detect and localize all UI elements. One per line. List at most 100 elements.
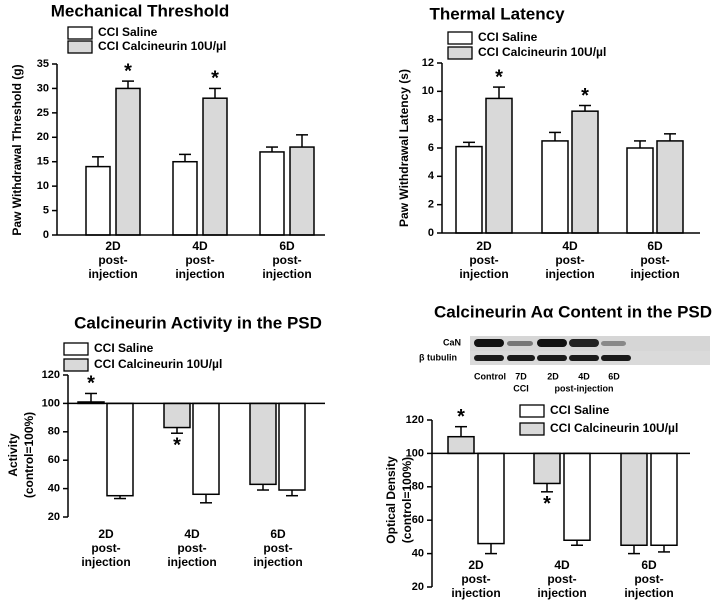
legend-label: CCI Saline — [478, 30, 538, 44]
blot-lane-label: 2D — [547, 371, 559, 381]
y-tick-label: 120 — [42, 369, 60, 381]
y-axis-label: Paw Withdrawal Threshold (g) — [10, 64, 24, 235]
legend-label: CCI Saline — [550, 403, 610, 417]
bar — [115, 87, 141, 236]
y-tick-label: 20 — [412, 581, 424, 593]
blot-group-label: CCI — [513, 383, 529, 393]
x-tick-label: 2D — [98, 527, 114, 541]
y-tick-label: 5 — [43, 204, 49, 216]
x-tick-label: 2D — [476, 239, 492, 253]
x-tick-label: 4D — [554, 558, 570, 572]
x-tick-label: injection — [88, 267, 137, 281]
x-tick-label: injection — [545, 267, 594, 281]
bar — [106, 402, 134, 497]
y-tick-label: 25 — [37, 107, 49, 119]
bar — [571, 110, 599, 234]
chart-title: Calcineurin Activity in the PSD — [74, 313, 322, 332]
y-tick-label: 0 — [43, 229, 49, 241]
y-tick-label: 40 — [48, 483, 60, 495]
x-tick-label: 4D — [562, 239, 578, 253]
bar — [249, 402, 277, 486]
y-axis-label: Activity — [6, 433, 20, 477]
y-tick-label: 12 — [422, 57, 434, 69]
x-tick-label: post- — [177, 541, 206, 555]
x-tick-label: injection — [175, 267, 224, 281]
x-tick-label: injection — [253, 555, 302, 569]
y-tick-label: 80 — [48, 426, 60, 438]
y-tick-label: 100 — [42, 397, 60, 409]
y-tick-label: 20 — [37, 131, 49, 143]
legend-swatch — [519, 422, 545, 436]
y-tick-label: 80 — [412, 481, 424, 493]
legend-swatch — [447, 31, 473, 45]
chart-title: Mechanical Threshold — [51, 1, 230, 20]
x-tick-label: injection — [451, 586, 500, 600]
y-tick-label: 60 — [48, 454, 60, 466]
significance-marker: * — [581, 85, 589, 107]
x-tick-label: post- — [640, 253, 669, 267]
panel: Mechanical Threshold Paw Withdrawal Thres… — [10, 1, 325, 281]
bar — [650, 452, 678, 546]
blot-group-label: post-injection — [555, 383, 614, 393]
x-tick-label: post- — [91, 541, 120, 555]
blot-lane-label: 4D — [578, 371, 590, 381]
bar — [656, 140, 684, 234]
legend-swatch — [63, 342, 89, 356]
bar — [533, 452, 561, 485]
x-tick-label: post- — [555, 253, 584, 267]
legend-swatch — [67, 40, 93, 54]
x-tick-label: post- — [469, 253, 498, 267]
x-tick-label: 6D — [641, 558, 657, 572]
x-tick-label: 6D — [270, 527, 286, 541]
blot-lane-label: Control — [474, 371, 506, 381]
x-tick-label: 2D — [468, 558, 484, 572]
legend-label: CCI Calcineurin 10U/µl — [478, 45, 606, 59]
y-tick-label: 10 — [422, 85, 434, 97]
x-tick-label: post- — [98, 253, 127, 267]
blot-lane-label: 6D — [608, 371, 620, 381]
blot-image — [470, 336, 710, 365]
bar — [447, 435, 475, 455]
y-tick-label: 2 — [428, 199, 434, 211]
panel: Calcineurin Activity in the PSD Activity(… — [6, 313, 325, 569]
significance-marker: * — [124, 60, 132, 82]
y-tick-label: 0 — [428, 227, 434, 239]
x-tick-label: post- — [547, 572, 576, 586]
x-tick-label: 6D — [279, 239, 295, 253]
x-tick-label: injection — [81, 555, 130, 569]
y-tick-label: 4 — [428, 170, 435, 182]
y-tick-label: 120 — [406, 414, 424, 426]
blot-row-label: β tubulin — [419, 352, 457, 362]
bar — [259, 151, 285, 236]
legend-label: CCI Saline — [94, 341, 154, 355]
bar — [172, 160, 198, 236]
x-tick-label: post- — [461, 572, 490, 586]
y-tick-label: 35 — [37, 58, 49, 70]
significance-marker: * — [211, 68, 219, 90]
legend-label: CCI Calcineurin 10U/µl — [98, 39, 226, 53]
x-tick-label: post- — [185, 253, 214, 267]
bar — [541, 140, 569, 234]
legend-label: CCI Calcineurin 10U/µl — [550, 421, 678, 435]
legend-swatch — [519, 404, 545, 418]
x-tick-label: 2D — [105, 239, 121, 253]
panel: Thermal Latency Paw Withdrawal Latency (s… — [397, 4, 700, 281]
y-tick-label: 6 — [428, 142, 434, 154]
x-tick-label: injection — [262, 267, 311, 281]
bar — [192, 402, 220, 496]
significance-marker: * — [457, 406, 465, 428]
y-axis-label: Optical Density — [384, 456, 398, 544]
chart-title: Calcineurin Aα Content in the PSD — [434, 302, 712, 321]
y-tick-label: 8 — [428, 114, 434, 126]
x-tick-label: injection — [630, 267, 679, 281]
bar — [563, 452, 591, 541]
blot-row-label: CaN — [443, 337, 461, 347]
bar — [477, 452, 505, 545]
legend-label: CCI Calcineurin 10U/µl — [94, 357, 222, 371]
bar — [289, 146, 315, 236]
legend-swatch — [67, 26, 93, 40]
panel: Calcineurin Aα Content in the PSD Optical… — [384, 302, 712, 600]
chart-title: Thermal Latency — [429, 4, 565, 23]
bar — [163, 402, 191, 429]
